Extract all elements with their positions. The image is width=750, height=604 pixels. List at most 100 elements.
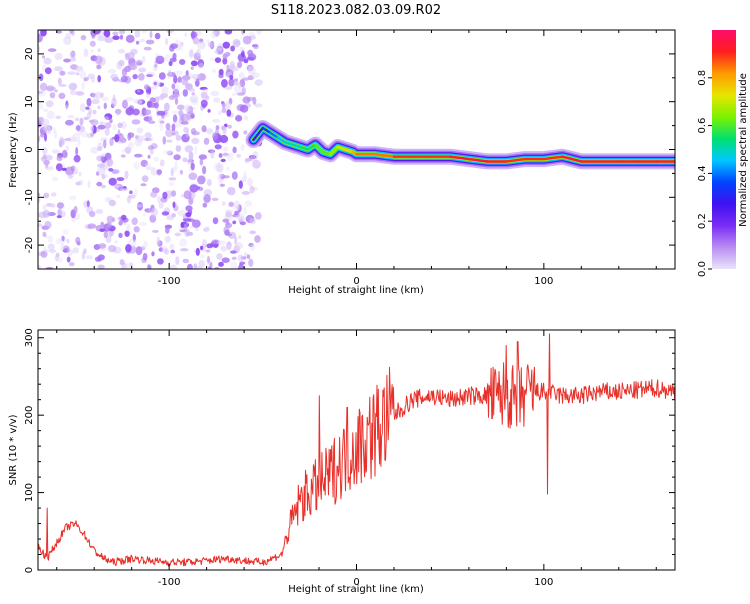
- spectrogram-noise-cell: [254, 235, 261, 243]
- spectrogram-noise-cell: [214, 57, 222, 63]
- spectrogram-noise-cell: [139, 38, 146, 43]
- spectrogram-noise-cell: [218, 153, 223, 158]
- spectrogram-noise-cell: [161, 86, 169, 95]
- spectrogram-noise-cell: [106, 158, 114, 167]
- spectrogram-noise-cell: [69, 89, 76, 96]
- spectrogram-noise-cell: [191, 137, 200, 145]
- snr-y-tick-label: 0: [24, 567, 35, 573]
- spectrogram-noise-cell: [200, 245, 204, 251]
- spectrogram-noise-cell: [188, 172, 198, 181]
- spectrogram-noise-cell: [202, 165, 207, 175]
- spectrogram-noise-cell: [114, 134, 120, 143]
- spectrogram-noise-cell: [225, 211, 232, 218]
- spectrogram-noise-cell: [119, 187, 129, 192]
- spectrogram-noise-cell: [74, 65, 84, 72]
- spectrogram-noise-cell: [140, 159, 148, 167]
- spectrogram-noise-cell: [43, 192, 50, 199]
- spectrogram-noise-cell: [205, 39, 210, 43]
- spectrogram-noise-cell: [200, 91, 208, 99]
- spectrogram-noise-cell: [234, 242, 244, 250]
- spectrogram-noise-cell: [182, 89, 188, 97]
- spectrogram-noise-cell: [251, 72, 260, 78]
- spectrogram-noise-cell: [85, 255, 94, 260]
- spectrogram-noise-cell: [175, 145, 182, 152]
- spectrogram-noise-cell: [164, 109, 170, 118]
- colorbar-tick-label: 0.2: [697, 213, 708, 229]
- spectrogram-noise-cell: [226, 109, 232, 117]
- spectrogram-noise-cell: [108, 199, 116, 207]
- spectrogram-noise-cell: [185, 70, 189, 77]
- spectrogram-noise-cell: [200, 99, 208, 108]
- spectrogram-noise-cell: [109, 118, 113, 124]
- spectrogram-noise-cell: [250, 218, 256, 225]
- spectrogram-noise-cell: [141, 30, 147, 34]
- spectrogram-noise-cell: [61, 235, 65, 242]
- spectrogram-noise-cell: [239, 221, 246, 226]
- spectrogram-noise-cell: [47, 48, 57, 52]
- spectrogram-noise-cell: [49, 203, 56, 208]
- spectrogram-noise-cell: [198, 154, 207, 160]
- spectrogram-noise-cell: [119, 259, 125, 266]
- spectrogram-noise-cell: [73, 154, 81, 163]
- spectrogram-noise-cell: [222, 218, 230, 223]
- spectrogram-noise-cell: [112, 184, 120, 189]
- spectrogram-noise-cell: [247, 177, 253, 187]
- spectrogram-noise-cell: [158, 202, 164, 209]
- spectrogram-ridge-segment: [321, 150, 332, 156]
- spectrogram-noise-cell: [86, 111, 92, 119]
- spectrogram-noise-cell: [125, 223, 131, 232]
- spectrogram-noise-cell: [178, 110, 184, 117]
- spectrogram-noise-cell: [183, 113, 192, 123]
- spectrogram-noise-cell: [173, 120, 183, 128]
- spectrogram-noise-cell: [147, 154, 151, 159]
- spectrogram-noise-cell: [141, 244, 148, 248]
- spectrogram-noise-cell: [219, 134, 229, 144]
- spectrogram-noise-cell: [190, 113, 195, 119]
- spectrogram-noise-cell: [133, 98, 143, 105]
- spectrogram-noise-cell: [213, 162, 222, 171]
- spectrogram-noise-cell: [237, 82, 242, 89]
- spectrogram-noise-cell: [124, 170, 129, 180]
- spectrogram-noise-cell: [55, 30, 63, 34]
- spectrogram-noise-cell: [109, 137, 114, 147]
- spectrogram-noise-cell: [221, 257, 230, 264]
- spectrogram-noise-cell: [220, 183, 225, 187]
- spectrogram-noise-cell: [137, 201, 143, 211]
- spectrogram-noise-cell: [231, 214, 240, 218]
- spectrogram-noise-cell: [220, 245, 228, 252]
- spectrogram-noise-cell: [86, 133, 94, 139]
- spectrogram-noise-cell: [157, 258, 164, 265]
- snr-x-tick-label: 100: [534, 577, 553, 588]
- spectrogram-x-axis-label: Height of straight line (km): [288, 285, 424, 296]
- spectrogram-noise-cell: [56, 215, 62, 219]
- spectrogram-noise-cell: [146, 74, 153, 78]
- spectrogram-noise-cell: [153, 64, 158, 71]
- spectrogram-noise-cell: [198, 62, 204, 69]
- spectrogram-noise-cell: [59, 70, 66, 76]
- spectrogram-noise-cell: [38, 73, 44, 82]
- spectrogram-noise-cell: [170, 167, 174, 177]
- spectrogram-noise-cell: [132, 74, 138, 80]
- spectrogram-noise-cell: [80, 34, 87, 41]
- spectrogram-noise-cell: [44, 125, 51, 134]
- spectrogram-noise-cell: [239, 46, 245, 53]
- spectrogram-noise-cell: [226, 241, 232, 250]
- spectrogram-noise-cell: [52, 127, 57, 133]
- spectrogram-noise-cell: [222, 51, 228, 59]
- spectrogram-noise-cell: [89, 40, 96, 47]
- spectrogram-noise-cell: [233, 205, 241, 212]
- spectrogram-noise-cell: [174, 232, 182, 237]
- spectrogram-noise-cell: [227, 244, 231, 252]
- spectrogram-noise-cell: [124, 146, 132, 154]
- snr-x-tick-label: 0: [353, 577, 359, 588]
- spectrogram-noise-cell: [97, 48, 101, 53]
- spectrogram-noise-cell: [216, 253, 223, 260]
- spectrogram-noise-cell: [195, 78, 200, 87]
- spectrogram-noise-cell: [232, 130, 239, 139]
- spectrogram-noise-cell: [249, 185, 255, 194]
- spectrogram-noise-cell: [243, 170, 247, 179]
- spectrogram-noise-cell: [114, 183, 124, 190]
- spectrogram-noise-cell: [113, 240, 119, 244]
- spectrogram-noise-cell: [114, 108, 122, 115]
- spectrogram-noise-cell: [100, 156, 105, 162]
